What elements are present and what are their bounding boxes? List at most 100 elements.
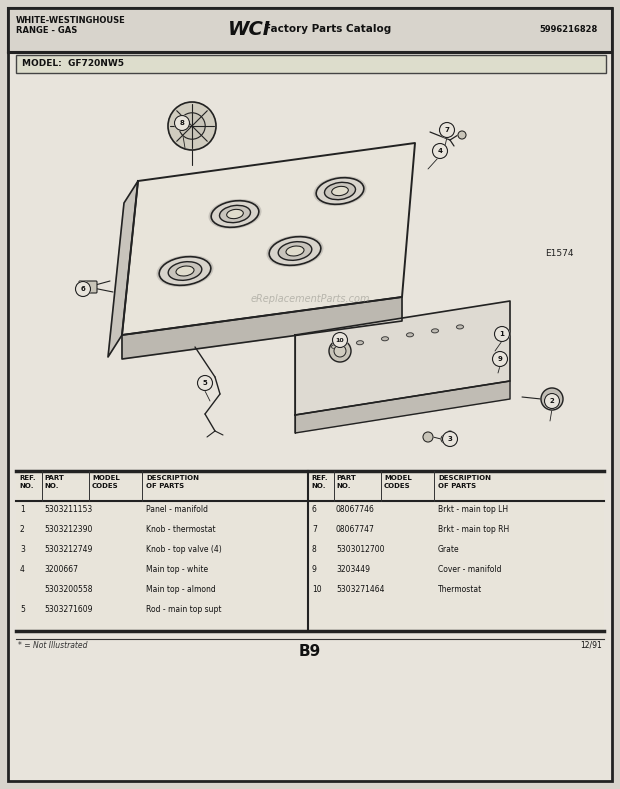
Text: 5: 5 [203,380,207,386]
Text: 10: 10 [312,585,322,594]
Text: Brkt - main top RH: Brkt - main top RH [438,525,509,534]
Text: 8: 8 [180,120,184,126]
Text: 6: 6 [81,286,86,292]
Text: 9: 9 [312,565,317,574]
Text: 08067746: 08067746 [336,505,375,514]
Ellipse shape [316,178,364,204]
Text: 8: 8 [312,545,317,554]
Ellipse shape [157,256,213,286]
Circle shape [541,388,563,410]
Text: 3203449: 3203449 [336,565,370,574]
Circle shape [433,144,448,159]
Text: 5303200558: 5303200558 [44,585,92,594]
Circle shape [329,340,351,362]
Text: 5303012700: 5303012700 [336,545,384,554]
Ellipse shape [456,325,464,329]
Ellipse shape [176,266,194,276]
Circle shape [168,102,216,150]
Bar [16,55,606,73]
Text: 10: 10 [335,338,344,342]
Text: Thermostat: Thermostat [438,585,482,594]
Circle shape [334,345,346,357]
Ellipse shape [267,236,323,267]
Text: 4: 4 [438,148,443,154]
Text: DESCRIPTION: DESCRIPTION [438,475,491,481]
Polygon shape [122,297,402,359]
Ellipse shape [381,337,389,341]
Text: 12/91: 12/91 [580,641,602,650]
Text: WCI: WCI [228,20,271,39]
Text: 1: 1 [500,331,505,337]
Text: Brkt - main top LH: Brkt - main top LH [438,505,508,514]
Text: 2: 2 [549,398,554,404]
Circle shape [495,327,510,342]
Ellipse shape [356,341,363,345]
Circle shape [198,376,213,391]
Polygon shape [122,143,415,335]
Text: OF PARTS: OF PARTS [146,483,184,489]
Text: Rod - main top supt: Rod - main top supt [146,605,221,614]
Text: 1: 1 [20,505,25,514]
FancyBboxPatch shape [79,281,97,293]
Polygon shape [295,381,510,433]
Text: 5996216828: 5996216828 [540,24,598,33]
Text: NO.: NO. [311,483,326,489]
Text: 5303211153: 5303211153 [44,505,92,514]
Text: Cover - manifold: Cover - manifold [438,565,502,574]
Text: PART: PART [44,475,64,481]
Ellipse shape [219,205,250,222]
Text: MODEL:  GF720NW5: MODEL: GF720NW5 [22,58,124,68]
Text: 08067747: 08067747 [336,525,375,534]
Text: REF.: REF. [19,475,35,481]
Text: Knob - top valve (4): Knob - top valve (4) [146,545,222,554]
Text: RANGE - GAS: RANGE - GAS [16,26,78,35]
Circle shape [458,131,466,139]
Bar [8,8,612,52]
Polygon shape [295,301,510,415]
Circle shape [423,432,433,442]
Ellipse shape [324,182,355,200]
Ellipse shape [168,262,202,280]
Text: REF.: REF. [311,475,327,481]
Circle shape [179,113,205,139]
Ellipse shape [332,345,339,349]
Text: Factory Parts Catalog: Factory Parts Catalog [264,24,391,34]
Circle shape [174,115,190,130]
Text: Grate: Grate [438,545,459,554]
Text: PART: PART [336,475,356,481]
Circle shape [446,431,454,439]
Circle shape [76,282,91,297]
Ellipse shape [227,209,243,219]
Circle shape [544,394,559,409]
Text: 3: 3 [448,436,453,442]
Text: 3200667: 3200667 [44,565,78,574]
Text: NO.: NO. [44,483,58,489]
Text: OF PARTS: OF PARTS [438,483,476,489]
Text: WHITE-WESTINGHOUSE: WHITE-WESTINGHOUSE [16,16,126,25]
Text: * = Not Illustrated: * = Not Illustrated [18,641,87,650]
Text: MODEL: MODEL [384,475,412,481]
Text: Main top - almond: Main top - almond [146,585,216,594]
Text: 7: 7 [445,127,449,133]
Ellipse shape [209,200,261,228]
Ellipse shape [286,246,304,256]
Text: NO.: NO. [336,483,350,489]
Text: 4: 4 [20,565,25,574]
Text: 5303271464: 5303271464 [336,585,384,594]
Circle shape [443,432,458,447]
Text: 3: 3 [20,545,25,554]
Text: 6: 6 [312,505,317,514]
Circle shape [440,122,454,137]
Ellipse shape [269,237,321,265]
Text: CODES: CODES [384,483,410,489]
Text: MODEL: MODEL [92,475,120,481]
Text: B9: B9 [299,644,321,659]
Text: 5303271609: 5303271609 [44,605,92,614]
Text: eReplacementParts.com: eReplacementParts.com [250,294,370,304]
Ellipse shape [432,329,438,333]
Circle shape [547,394,557,404]
Text: Panel - manifold: Panel - manifold [146,505,208,514]
Text: 5303212390: 5303212390 [44,525,92,534]
Circle shape [441,435,449,443]
Text: NO.: NO. [19,483,33,489]
